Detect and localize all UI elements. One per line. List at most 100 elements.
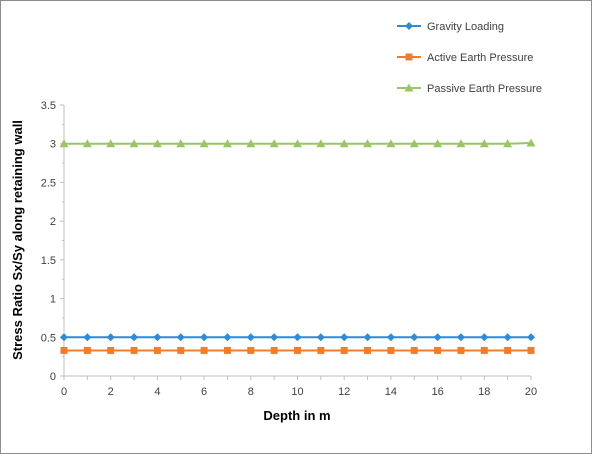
data-point: [177, 346, 185, 354]
legend-marker: [404, 83, 414, 92]
data-point: [293, 139, 302, 148]
data-point: [153, 346, 161, 354]
plot-area: [59, 138, 536, 354]
data-point: [339, 139, 349, 148]
data-point: [410, 333, 419, 342]
data-point: [200, 333, 209, 342]
x-tick-label: 18: [478, 386, 490, 398]
data-point: [456, 333, 465, 342]
data-point: [83, 346, 91, 354]
data-point: [433, 333, 442, 342]
legend-label: Gravity Loading: [427, 21, 504, 33]
data-point: [387, 346, 395, 354]
y-tick-label: 3.5: [41, 100, 56, 112]
y-tick-label: 2: [50, 216, 56, 228]
series-passive-earth-pressure: [59, 138, 536, 148]
data-point: [129, 139, 139, 148]
data-point: [130, 333, 139, 342]
data-point: [457, 346, 465, 354]
x-axis-title: Depth in m: [263, 408, 330, 423]
data-point: [270, 346, 278, 354]
data-point: [293, 333, 302, 342]
x-tick-label: 4: [154, 386, 160, 398]
x-tick-label: 20: [525, 386, 537, 398]
data-point: [363, 333, 372, 342]
data-point: [60, 333, 68, 342]
data-point: [153, 333, 162, 342]
data-point: [386, 139, 396, 148]
data-point: [246, 333, 255, 342]
data-point: [527, 333, 535, 342]
data-point: [480, 333, 489, 342]
y-axis-title: Stress Ratio Sx/Sy along retaining wall: [10, 120, 25, 360]
series-gravity-loading: [60, 333, 535, 342]
legend-label: Passive Earth Pressure: [427, 83, 542, 95]
data-point: [106, 333, 115, 342]
data-point: [269, 139, 279, 148]
data-point: [526, 138, 536, 147]
data-point: [363, 139, 373, 148]
data-point: [82, 139, 92, 148]
data-point: [176, 139, 186, 148]
x-tick-label: 6: [201, 386, 207, 398]
data-point: [223, 346, 231, 354]
data-point: [480, 346, 488, 354]
data-point: [504, 346, 512, 354]
data-point: [270, 333, 279, 342]
x-tick-label: 10: [291, 386, 303, 398]
data-point: [294, 346, 301, 354]
data-point: [316, 139, 326, 148]
data-point: [106, 139, 116, 148]
x-axis: 0 2 4 6 8 10 12 14 16 18 20: [61, 375, 537, 398]
y-tick-label: 2.5: [41, 177, 56, 189]
data-point: [340, 333, 349, 342]
data-point: [59, 139, 69, 148]
data-point: [409, 139, 419, 148]
y-axis: 0 0.5 1 1.5 2 2.5 3 3.5: [41, 100, 65, 383]
data-point: [456, 139, 466, 148]
legend-label: Active Earth Pressure: [427, 52, 533, 64]
data-point: [60, 346, 68, 354]
series-active-earth-pressure: [60, 346, 535, 354]
data-point: [83, 333, 92, 342]
data-point: [410, 346, 418, 354]
data-point: [434, 346, 442, 354]
y-tick-label: 1: [50, 294, 56, 306]
legend-marker: [405, 53, 413, 61]
data-point: [503, 333, 512, 342]
x-tick-label: 8: [248, 386, 254, 398]
x-tick-label: 2: [108, 386, 114, 398]
x-tick-label: 14: [385, 386, 397, 398]
x-tick-label: 0: [61, 386, 67, 398]
data-point: [317, 346, 325, 354]
data-point: [247, 346, 255, 354]
y-tick-label: 0.5: [41, 332, 56, 344]
data-point: [176, 333, 185, 342]
legend-marker: [405, 22, 413, 30]
data-point: [107, 346, 115, 354]
legend: Gravity Loading Active Earth Pressure Pass…: [397, 21, 542, 95]
data-point: [479, 139, 489, 148]
data-point: [527, 346, 535, 354]
data-point: [316, 333, 325, 342]
data-point: [503, 139, 513, 148]
data-point: [340, 346, 348, 354]
data-point: [246, 139, 256, 148]
x-tick-label: 16: [431, 386, 443, 398]
x-tick-label: 12: [338, 386, 350, 398]
data-point: [200, 346, 208, 354]
y-tick-label: 1.5: [41, 255, 56, 267]
y-tick-label: 3: [50, 139, 56, 151]
legend-entry: Gravity Loading: [397, 21, 504, 33]
y-tick-label: 0: [50, 371, 56, 383]
data-point: [152, 139, 162, 148]
data-point: [130, 346, 138, 354]
data-point: [199, 139, 209, 148]
legend-entry: Passive Earth Pressure: [397, 83, 542, 95]
data-point: [222, 139, 232, 148]
data-point: [386, 333, 395, 342]
data-point: [364, 346, 372, 354]
legend-entry: Active Earth Pressure: [397, 52, 533, 64]
